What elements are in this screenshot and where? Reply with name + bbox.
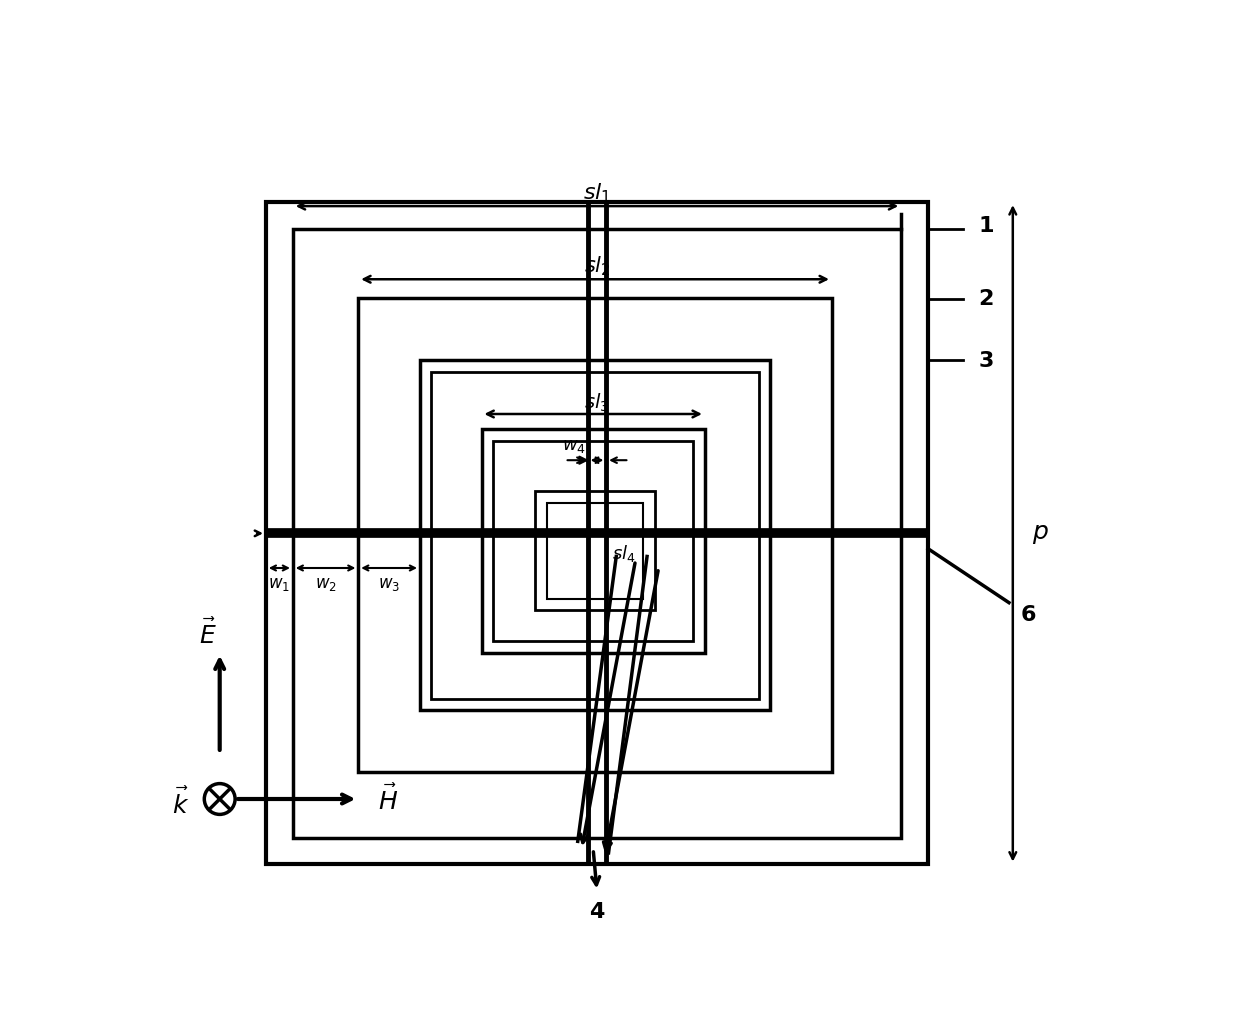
Text: $w_1$: $w_1$ xyxy=(268,576,290,592)
Bar xyxy=(265,203,928,864)
Text: $\vec{k}$: $\vec{k}$ xyxy=(171,788,188,818)
Bar xyxy=(536,491,655,610)
Text: 2: 2 xyxy=(978,289,993,309)
Text: $w_4$: $w_4$ xyxy=(562,436,585,454)
Text: 6: 6 xyxy=(1021,604,1035,625)
Text: $w_3$: $w_3$ xyxy=(378,576,401,592)
Bar xyxy=(547,503,644,599)
Text: 1: 1 xyxy=(978,216,993,236)
Text: 4: 4 xyxy=(589,901,605,921)
Text: $sl_2$: $sl_2$ xyxy=(584,255,610,278)
Text: $\vec{E}$: $\vec{E}$ xyxy=(200,619,217,649)
Text: $w_2$: $w_2$ xyxy=(315,576,336,592)
Bar xyxy=(358,300,832,772)
Text: $sl_3$: $sl_3$ xyxy=(584,391,610,414)
Bar xyxy=(481,430,704,653)
Text: $sl_1$: $sl_1$ xyxy=(583,181,611,205)
Bar xyxy=(420,361,770,711)
Text: $sl_4$: $sl_4$ xyxy=(613,542,636,564)
Text: $p$: $p$ xyxy=(1032,522,1049,546)
Text: $\vec{H}$: $\vec{H}$ xyxy=(377,785,398,814)
Bar xyxy=(293,230,901,838)
Bar xyxy=(432,372,759,699)
Bar xyxy=(494,441,693,642)
Text: 3: 3 xyxy=(978,351,993,371)
